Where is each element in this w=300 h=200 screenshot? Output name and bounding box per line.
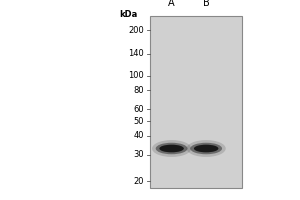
Ellipse shape xyxy=(190,143,222,154)
Ellipse shape xyxy=(152,140,191,157)
Text: 140: 140 xyxy=(128,49,144,58)
Text: 20: 20 xyxy=(134,177,144,186)
Ellipse shape xyxy=(187,140,226,157)
Text: 100: 100 xyxy=(128,71,144,80)
Ellipse shape xyxy=(159,145,184,152)
Text: A: A xyxy=(168,0,175,8)
Text: 40: 40 xyxy=(134,131,144,140)
Ellipse shape xyxy=(194,145,218,152)
Text: kDa: kDa xyxy=(119,10,137,19)
Text: 80: 80 xyxy=(134,86,144,95)
Text: 30: 30 xyxy=(134,150,144,159)
Text: B: B xyxy=(203,0,209,8)
Text: 60: 60 xyxy=(134,105,144,114)
Text: 200: 200 xyxy=(128,26,144,35)
Bar xyxy=(150,16,242,188)
Ellipse shape xyxy=(156,143,188,154)
Text: 50: 50 xyxy=(134,117,144,126)
